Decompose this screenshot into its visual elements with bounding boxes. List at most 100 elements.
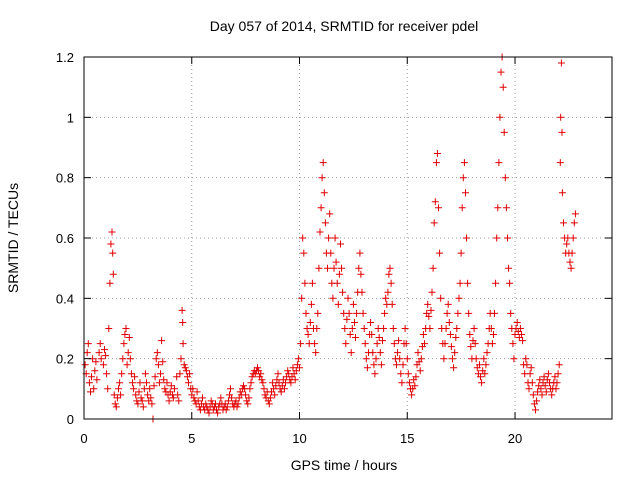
data-point <box>146 385 154 393</box>
data-point <box>396 355 404 363</box>
data-point <box>105 325 113 332</box>
data-point <box>339 288 347 296</box>
data-point <box>494 204 502 212</box>
data-point <box>353 309 361 317</box>
data-point <box>174 391 182 399</box>
data-point <box>554 370 562 378</box>
data-point <box>352 334 359 341</box>
data-point <box>240 382 247 390</box>
data-point <box>506 279 514 287</box>
data-point <box>402 340 410 348</box>
data-point <box>538 391 546 399</box>
data-point <box>247 379 255 387</box>
data-point <box>445 319 453 326</box>
data-point <box>120 340 128 348</box>
data-point <box>177 355 185 363</box>
data-point <box>244 400 252 408</box>
data-point <box>357 270 365 278</box>
data-point <box>501 174 509 182</box>
data-point <box>265 400 273 408</box>
data-point <box>358 288 366 296</box>
data-point <box>533 397 541 405</box>
data-point <box>227 385 234 393</box>
data-point <box>519 337 527 345</box>
data-point <box>395 337 403 345</box>
data-point <box>499 83 507 91</box>
data-point <box>429 264 437 272</box>
data-point <box>294 355 302 363</box>
data-point <box>405 379 413 387</box>
data-point <box>258 376 266 384</box>
data-point <box>412 373 420 381</box>
data-point <box>397 370 405 378</box>
data-point <box>102 352 110 360</box>
data-point <box>516 325 524 332</box>
data-point <box>245 394 253 402</box>
data-point <box>316 228 324 236</box>
data-point <box>291 376 299 384</box>
data-point <box>186 370 194 378</box>
data-point <box>306 319 314 326</box>
data-point <box>424 300 432 308</box>
data-point <box>104 385 112 393</box>
data-point <box>560 219 567 227</box>
data-point <box>182 367 190 375</box>
data-point <box>548 391 556 399</box>
data-points <box>81 53 579 423</box>
data-point <box>478 379 486 387</box>
data-point <box>193 388 201 396</box>
data-point <box>534 388 542 396</box>
data-point <box>436 249 444 257</box>
data-point <box>95 349 103 357</box>
data-point <box>567 264 575 272</box>
data-point <box>160 376 168 384</box>
data-point <box>152 355 160 363</box>
data-point <box>190 394 198 402</box>
data-point <box>481 370 489 378</box>
data-point <box>493 234 501 242</box>
data-point <box>480 355 488 363</box>
data-point <box>280 385 288 393</box>
data-point <box>345 309 353 317</box>
data-point <box>361 340 369 348</box>
data-point <box>432 159 440 167</box>
data-point <box>117 391 125 399</box>
data-point <box>446 331 454 338</box>
data-point <box>331 234 339 242</box>
data-point <box>246 385 254 393</box>
data-point <box>124 349 132 357</box>
data-point <box>552 385 560 393</box>
data-point <box>338 264 345 272</box>
data-point <box>175 397 183 405</box>
data-point <box>158 337 166 345</box>
data-point <box>223 403 231 411</box>
data-point <box>411 382 419 390</box>
data-point <box>496 113 504 121</box>
data-point <box>179 340 187 348</box>
data-point <box>180 361 188 369</box>
data-point <box>259 379 267 387</box>
data-point <box>202 400 210 408</box>
y-tick-label: 1.2 <box>56 50 74 65</box>
data-point <box>346 331 354 338</box>
data-point <box>313 325 321 332</box>
data-point <box>551 373 559 381</box>
data-point <box>173 373 181 381</box>
data-point <box>525 385 533 393</box>
data-point <box>307 300 315 308</box>
data-point <box>329 294 337 302</box>
data-point <box>139 403 147 411</box>
data-point <box>137 394 145 402</box>
data-point <box>356 249 364 257</box>
data-point <box>337 240 344 248</box>
data-point <box>81 361 89 369</box>
data-point <box>488 340 496 348</box>
data-point <box>199 394 206 402</box>
data-point <box>371 370 379 378</box>
data-point <box>388 300 396 308</box>
data-point <box>109 249 117 257</box>
data-point <box>398 379 406 387</box>
data-point <box>433 150 441 157</box>
data-point <box>129 379 136 387</box>
